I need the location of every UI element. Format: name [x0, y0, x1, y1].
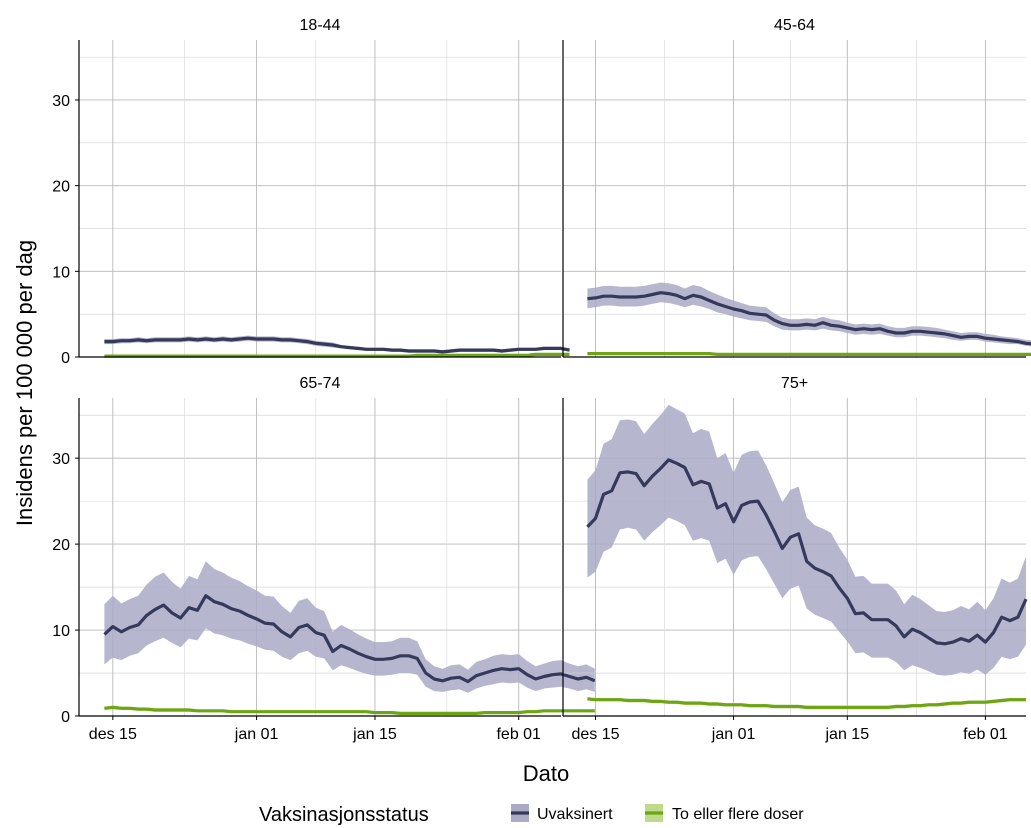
series-line-uvaksinert	[587, 291, 1031, 346]
x-tick-label: des 15	[89, 726, 137, 743]
panel-title: 18-44	[300, 17, 341, 34]
panel-65-74: 65-74 0 10 20 30 des 15 jan 01 jan 15 feb 01	[52, 375, 596, 743]
legend-label: To eller flere doser	[672, 806, 804, 823]
series-line-to-eller-flere-doser	[104, 352, 570, 358]
series-line-uvaksinert	[103, 594, 596, 684]
x-axis-title: Dato	[523, 761, 569, 786]
panel-title: 75+	[781, 375, 808, 392]
x-tick-label: des 15	[571, 726, 619, 743]
series-line-to-eller-flere-doser	[587, 352, 1031, 356]
y-axis-title: Insidens per 100 000 per dag	[12, 240, 37, 526]
legend-label: Uvaksinert	[537, 806, 613, 823]
x-tick-label: jan 01	[234, 726, 279, 743]
legend-item-uvaksinert: Uvaksinert	[511, 804, 613, 823]
x-tick-label: jan 15	[352, 726, 397, 743]
panel-18-44: 18-44 0 10 20 30	[52, 17, 570, 367]
ribbon-uvaksinert	[587, 404, 1026, 676]
x-tick-label: feb 01	[496, 726, 541, 743]
chart-panels: 18-44 0 10 20 30 45-64 65-74 0 10 20 30 des 15 jan 0…	[52, 17, 1031, 743]
x-tick-label: jan 15	[825, 726, 870, 743]
series-line-to-eller-flere-doser	[104, 705, 595, 715]
panel-75+: 75+ des 15 jan 01 jan 15 feb 01	[562, 375, 1028, 743]
x-tick-label: feb 01	[963, 726, 1008, 743]
x-tick-label: jan 01	[711, 726, 756, 743]
y-tick-label: 30	[52, 451, 70, 468]
y-tick-label: 0	[61, 350, 70, 367]
series-line-to-eller-flere-doser	[587, 697, 1026, 709]
legend: Vaksinasjonsstatus Uvaksinert To eller fl…	[259, 804, 804, 826]
ribbon-uvaksinert	[104, 561, 595, 693]
legend-item-to-eller-flere-doser: To eller flere doser	[645, 804, 804, 823]
series-line-uvaksinert	[586, 458, 1028, 646]
y-tick-label: 20	[52, 179, 70, 196]
legend-title: Vaksinasjonsstatus	[259, 804, 429, 826]
panel-45-64: 45-64	[562, 17, 1031, 358]
y-tick-label: 20	[52, 537, 70, 554]
panel-title: 65-74	[300, 375, 341, 392]
y-tick-label: 0	[61, 709, 70, 726]
y-tick-label: 30	[52, 93, 70, 110]
panel-title: 45-64	[774, 17, 815, 34]
series-line-uvaksinert	[104, 336, 570, 354]
y-tick-label: 10	[52, 623, 70, 640]
y-tick-label: 10	[52, 264, 70, 281]
